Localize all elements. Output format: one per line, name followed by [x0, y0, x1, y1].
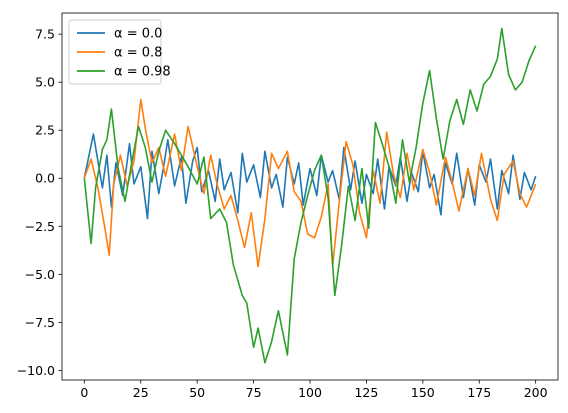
y-tick-label: 0.0 — [35, 171, 55, 186]
legend-label-0: α = 0.0 — [114, 27, 162, 42]
legend-label-2: α = 0.98 — [114, 65, 171, 80]
legend: α = 0.0 α = 0.8 α = 0.98 — [68, 19, 171, 85]
x-tick-label: 125 — [354, 385, 378, 400]
x-tick-label: 150 — [411, 385, 435, 400]
y-tick-label: −10.0 — [17, 363, 55, 378]
x-tick-label: 200 — [524, 385, 548, 400]
x-tick-label: 0 — [80, 385, 88, 400]
x-tick-label: 100 — [298, 385, 322, 400]
x-tick-label: 25 — [133, 385, 149, 400]
legend-box — [68, 19, 162, 85]
y-tick-label: −7.5 — [25, 315, 55, 330]
series-layer — [83, 27, 537, 364]
y-tick-label: −5.0 — [25, 267, 55, 282]
x-tick-label: 75 — [246, 385, 262, 400]
y-axis: −10.0 −7.5 −5.0 −2.5 0.0 2.5 5.0 7.5 — [17, 27, 62, 378]
y-tick-label: 5.0 — [35, 75, 55, 90]
series-line-2 — [83, 27, 537, 364]
y-tick-label: −2.5 — [25, 219, 55, 234]
x-tick-label: 50 — [189, 385, 205, 400]
series-line-1 — [83, 98, 537, 268]
legend-label-1: α = 0.8 — [114, 46, 162, 61]
y-tick-label: 7.5 — [35, 27, 55, 42]
y-tick-label: 2.5 — [35, 123, 55, 138]
x-tick-label: 175 — [467, 385, 491, 400]
x-axis: 0 25 50 75 100 125 150 175 200 — [80, 380, 548, 400]
series-line-0 — [83, 133, 537, 220]
